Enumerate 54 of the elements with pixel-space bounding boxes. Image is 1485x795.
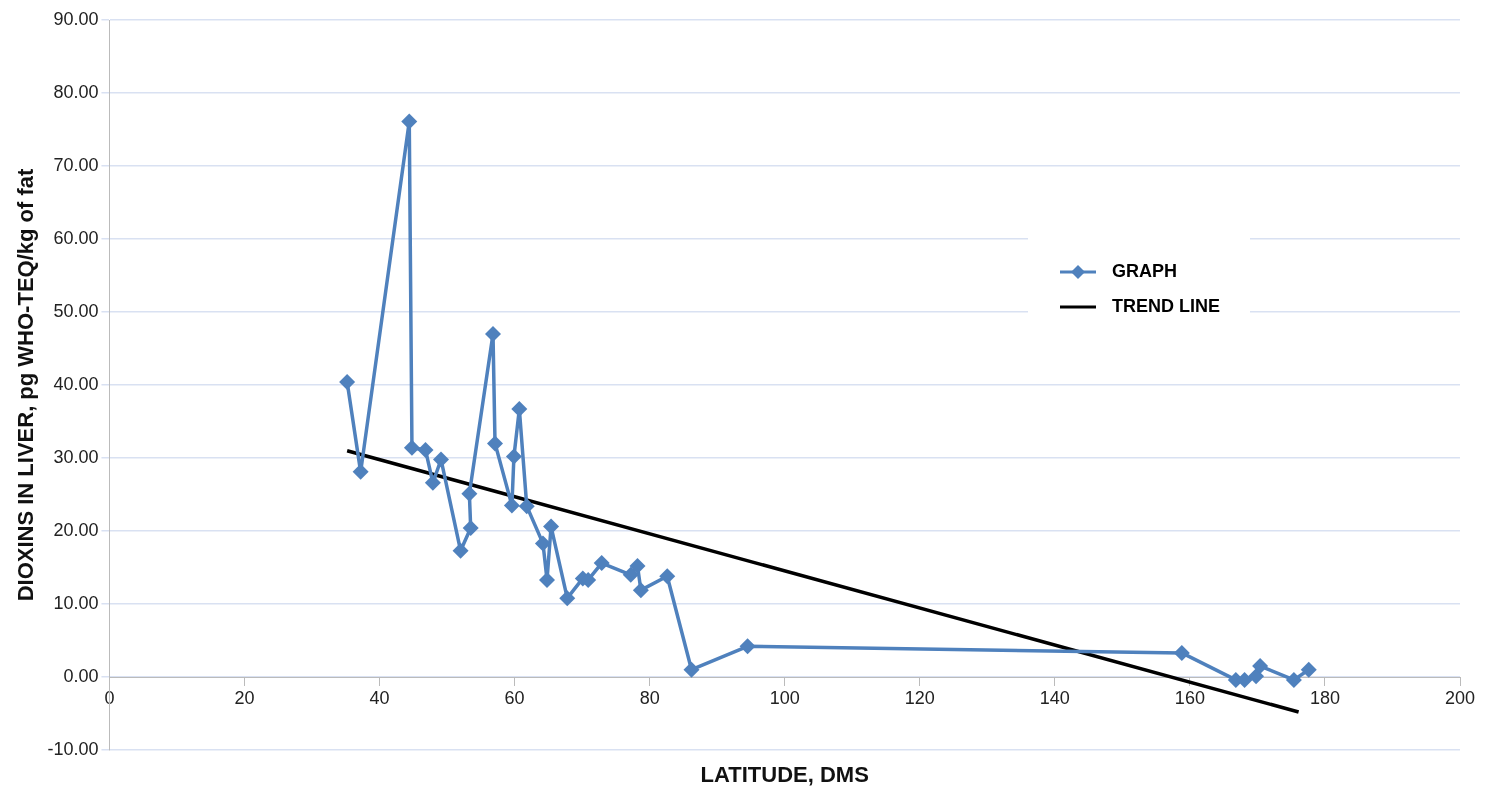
legend-label: TREND LINE bbox=[1112, 296, 1220, 317]
point bbox=[559, 590, 576, 607]
y-axis-title: DIOXINS IN LIVER, pg WHO-TEQ/kg of fat bbox=[13, 168, 39, 602]
x-tick-label: 80 bbox=[639, 687, 660, 708]
y-tick-label: 0.00 bbox=[63, 665, 99, 686]
point bbox=[452, 542, 469, 559]
x-tick-label: 180 bbox=[1309, 687, 1340, 708]
x-tick-label: 40 bbox=[369, 687, 390, 708]
point bbox=[424, 474, 441, 491]
y-tick-label: 30.00 bbox=[53, 446, 99, 467]
point bbox=[1248, 668, 1265, 685]
y-tick-label: 10.00 bbox=[53, 592, 99, 613]
point bbox=[461, 485, 478, 502]
point bbox=[1300, 661, 1317, 678]
point bbox=[433, 451, 449, 468]
point bbox=[503, 497, 520, 514]
point bbox=[629, 558, 646, 575]
point bbox=[462, 520, 479, 537]
y-tick-label: 90.00 bbox=[53, 8, 99, 29]
point bbox=[1285, 671, 1302, 688]
point bbox=[401, 113, 418, 130]
legend-label: GRAPH bbox=[1112, 261, 1178, 282]
x-axis-title: LATITUDE, DMS bbox=[700, 762, 869, 788]
y-tick-label: -10.00 bbox=[47, 738, 99, 759]
x-tick-label: 60 bbox=[504, 687, 525, 708]
point bbox=[1173, 644, 1190, 661]
y-tick-label: 40.00 bbox=[53, 373, 99, 394]
point bbox=[683, 661, 700, 678]
x-tick-label: 100 bbox=[769, 687, 800, 708]
x-tick-label: 120 bbox=[904, 687, 935, 708]
point bbox=[339, 374, 356, 391]
y-tick-label: 50.00 bbox=[53, 300, 99, 321]
point bbox=[485, 325, 501, 342]
point bbox=[417, 441, 434, 458]
point bbox=[632, 582, 649, 599]
x-tick-label: 140 bbox=[1039, 687, 1070, 708]
point bbox=[622, 566, 639, 583]
point bbox=[1252, 658, 1269, 675]
y-tick-label: 70.00 bbox=[53, 154, 99, 175]
point bbox=[505, 448, 522, 465]
x-tick-label: 160 bbox=[1174, 687, 1205, 708]
y-tick-label: 20.00 bbox=[53, 519, 99, 540]
point bbox=[659, 568, 676, 585]
point bbox=[739, 638, 756, 655]
point bbox=[543, 518, 560, 535]
point bbox=[534, 535, 551, 552]
point bbox=[593, 555, 610, 572]
x-tick-label: 20 bbox=[234, 687, 255, 708]
point bbox=[403, 439, 420, 456]
y-tick-label: 80.00 bbox=[53, 81, 99, 102]
point bbox=[487, 435, 504, 452]
x-tick-label: 200 bbox=[1444, 687, 1476, 708]
point bbox=[518, 498, 535, 515]
y-tick-label: 60.00 bbox=[53, 227, 99, 248]
